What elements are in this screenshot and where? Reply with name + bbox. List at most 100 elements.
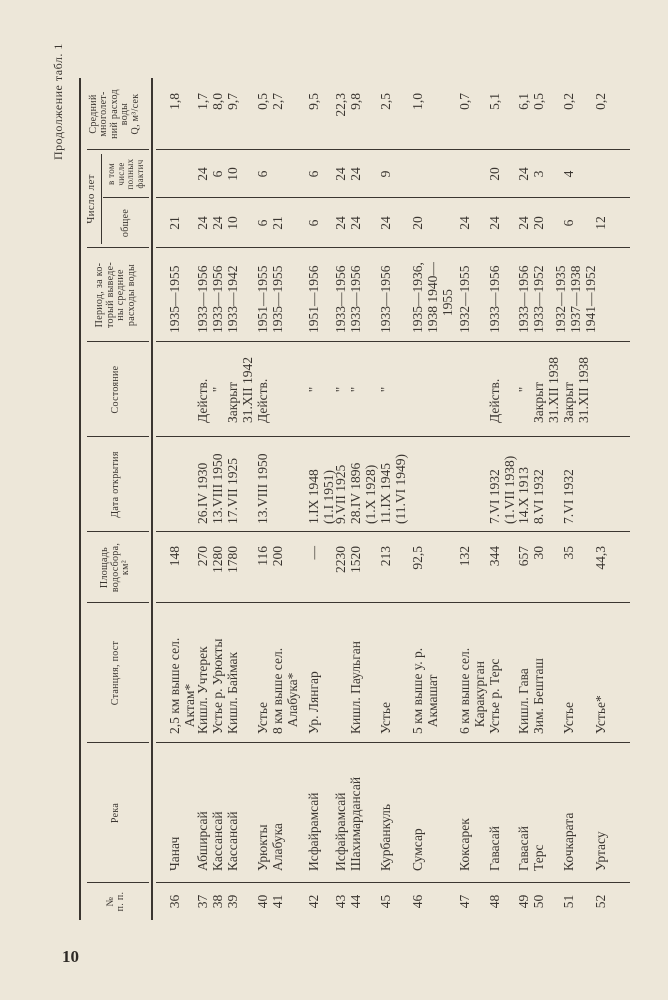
cell-years-full: 3 xyxy=(531,170,546,178)
cell-discharge: 0,2 xyxy=(593,93,608,110)
header-period: Период, за ко- торый выведе- ны средние … xyxy=(94,262,137,328)
cell-area: 2230 xyxy=(333,546,348,573)
header-station: Станция, пост xyxy=(109,640,121,706)
cell-opened: 7.VI 1932 (1.VII 1938) xyxy=(487,455,517,524)
cell-discharge: 0,2 xyxy=(561,93,576,110)
cell-river: Кассансай xyxy=(210,811,225,871)
cell-num: 36 xyxy=(167,894,182,909)
cell-period: 1933—1952 xyxy=(531,265,546,334)
cell-area: 344 xyxy=(487,546,502,567)
cell-num: 46 xyxy=(410,894,425,909)
cell-period: 1933—1956 xyxy=(333,265,348,334)
cell-years-full: 10 xyxy=(225,167,240,181)
column-divider xyxy=(156,881,630,883)
header-years: Число лет xyxy=(84,174,97,224)
cell-years-total: 20 xyxy=(531,216,546,230)
cell-num: 49 xyxy=(516,894,531,909)
cell-area: 116 xyxy=(255,546,270,566)
cell-years-total: 24 xyxy=(195,216,210,230)
cell-years-full: 4 xyxy=(561,170,576,178)
cell-period: 1951—1955 xyxy=(255,265,270,334)
cell-discharge: 6,1 xyxy=(516,93,531,110)
cell-discharge: 5,1 xyxy=(487,93,502,110)
cell-num: 52 xyxy=(593,894,608,909)
cell-years-total: 24 xyxy=(348,216,363,230)
cell-river: Абширсай xyxy=(195,811,210,871)
header-bottom-rule xyxy=(151,78,153,920)
cell-status: Действ. xyxy=(255,378,270,423)
cell-years-full: 24 xyxy=(516,167,531,181)
cell-period: 1933—1956 xyxy=(487,265,502,334)
cell-opened: 1.IX 1948 (1.I 1951) xyxy=(306,469,336,524)
cell-period: 1933—1956 xyxy=(348,265,363,334)
cell-num: 47 xyxy=(457,894,472,909)
cell-status: Действ. xyxy=(195,378,210,423)
cell-period: 1933—1956 xyxy=(195,265,210,334)
column-divider xyxy=(156,246,630,248)
cell-years-full: 24 xyxy=(333,167,348,181)
cell-status: Закрыт 31.XII 1938 xyxy=(531,357,561,423)
cell-station: Устье р. Урюкты xyxy=(210,638,225,734)
cell-status: Закрыт 31.XII 1942 xyxy=(225,357,255,423)
cell-discharge: 22,3 xyxy=(333,93,348,117)
cell-status: " xyxy=(306,386,321,393)
cell-station: Зим. Бешташ xyxy=(531,658,546,734)
cell-river: Алабука xyxy=(270,823,285,871)
column-divider xyxy=(156,435,630,437)
column-divider xyxy=(156,196,630,198)
cell-area: — xyxy=(306,546,321,560)
cell-num: 45 xyxy=(378,894,393,909)
cell-num: 38 xyxy=(210,894,225,909)
cell-period: 1935—1955 xyxy=(167,265,182,334)
cell-discharge: 8,0 xyxy=(210,93,225,110)
column-divider xyxy=(156,741,630,743)
cell-years-total: 6 xyxy=(306,219,321,227)
cell-area: 270 xyxy=(195,546,210,567)
column-divider xyxy=(156,601,630,603)
cell-discharge: 9,8 xyxy=(348,93,363,110)
column-divider xyxy=(156,530,630,532)
header-river: Река xyxy=(109,802,121,824)
cell-years-full: 9 xyxy=(378,170,393,178)
column-divider-header xyxy=(103,196,149,198)
cell-period: 1951—1956 xyxy=(306,265,321,334)
cell-opened: 26.IV 1930 xyxy=(195,462,210,524)
cell-period: 1935—1936, 1938 1940— 1955 xyxy=(410,262,455,333)
cell-years-total: 24 xyxy=(457,216,472,230)
cell-station: Ур. Лянгар xyxy=(306,671,321,734)
cell-num: 48 xyxy=(487,894,502,909)
cell-num: 37 xyxy=(195,894,210,909)
cell-river: Исфайрамсай xyxy=(333,792,348,871)
column-divider-header xyxy=(87,881,149,883)
cell-years-full: 20 xyxy=(487,167,502,181)
cell-station: Кишл. Паульган xyxy=(348,641,363,734)
cell-station: 2,5 км выше сел. Актам* xyxy=(167,637,197,734)
cell-area: 200 xyxy=(270,546,285,567)
cell-river: Шахимардансай xyxy=(348,776,363,871)
cell-years-total: 6 xyxy=(255,219,270,227)
cell-station: 8 км выше сел. Алабука* xyxy=(270,647,300,734)
cell-num: 42 xyxy=(306,894,321,909)
cell-years-full: 24 xyxy=(195,167,210,181)
cell-river: Кассансай xyxy=(225,811,240,871)
cell-opened: 13.VIII 1950 xyxy=(255,453,270,525)
cell-opened: 13.VIII 1950 xyxy=(210,453,225,525)
cell-station: 6 км выше сел. Каракурган xyxy=(457,647,487,734)
header-years-full: в том числе полных фактич xyxy=(106,158,145,190)
cell-station: Устье р. Терс xyxy=(487,658,502,734)
page-number: 10 xyxy=(62,947,79,966)
cell-status: " xyxy=(348,386,363,393)
cell-river: Гавасай xyxy=(487,825,502,871)
cell-area: 92,5 xyxy=(410,546,425,570)
cell-period: 1933—1956 xyxy=(210,265,225,334)
cell-discharge: 2,7 xyxy=(270,93,285,110)
cell-years-total: 21 xyxy=(167,216,182,230)
cell-years-full: 24 xyxy=(348,167,363,181)
cell-status: " xyxy=(378,386,393,393)
cell-discharge: 2,5 xyxy=(378,93,393,110)
cell-years-full: 6 xyxy=(255,170,270,178)
cell-area: 213 xyxy=(378,546,393,567)
column-divider-header xyxy=(87,340,149,342)
cell-discharge: 1,8 xyxy=(167,93,182,110)
cell-period: 1933—1956 xyxy=(516,265,531,334)
